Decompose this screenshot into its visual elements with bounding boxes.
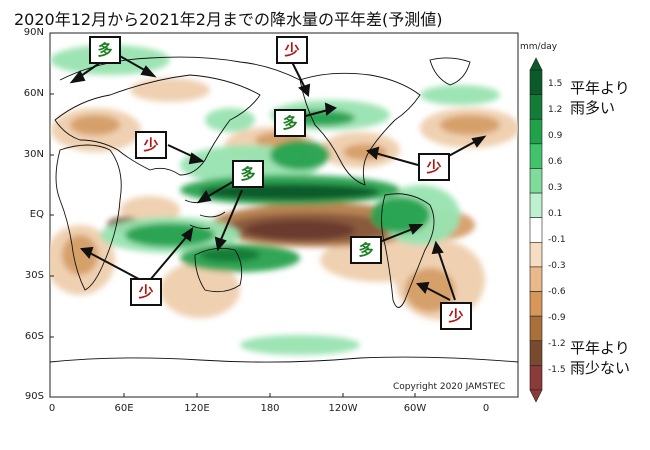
colorbar-label: -0.9 <box>548 313 566 323</box>
colorbar-segment <box>529 365 543 391</box>
colorbar-label: -1.5 <box>548 365 566 375</box>
wet-marker-south-america: 多 <box>350 236 382 264</box>
copyright-text: Copyright 2020 JAMSTEC <box>393 382 506 392</box>
lat-label-90n: 90N <box>23 27 44 38</box>
dry-marker-indian-ocean: 少 <box>130 278 162 306</box>
colorbar-label: 0.6 <box>548 157 563 167</box>
coastlines <box>50 56 518 363</box>
colorbar-segment <box>529 291 543 317</box>
colorbar-unit: mm/day <box>520 42 558 52</box>
lat-label-90s: 90S <box>24 391 44 402</box>
colorbar-segment <box>529 315 543 342</box>
colorbar-label: -1.2 <box>548 339 566 349</box>
colorbar-label: 1.2 <box>548 105 563 115</box>
axis-ticks <box>50 93 416 397</box>
dry-marker-bering: 少 <box>276 36 308 64</box>
colorbar <box>529 57 543 403</box>
legend-dry-text: 平年より雨少ない <box>570 339 631 377</box>
page-title: 2020年12月から2021年2月までの降水量の平年差(予測値) <box>14 10 443 29</box>
lon-label-120w: 120W <box>328 403 358 414</box>
dry-marker-north-america: 少 <box>418 153 450 181</box>
lat-label-60s: 60S <box>24 331 44 342</box>
colorbar-segment <box>529 266 543 292</box>
colorbar-segment <box>529 192 543 218</box>
wet-marker-north-pacific: 多 <box>274 109 306 137</box>
dry-marker-east-asia: 少 <box>135 131 167 159</box>
colorbar-label: -0.1 <box>548 235 566 245</box>
colorbar-segment <box>529 69 543 95</box>
colorbar-segment <box>529 168 543 194</box>
colorbar-segment <box>529 94 543 120</box>
lat-label-30n: 30N <box>23 149 44 160</box>
colorbar-segment <box>529 340 543 366</box>
lon-label-0: 0 <box>48 403 56 414</box>
colorbar-label: 1.5 <box>548 79 563 89</box>
lon-label-60e: 60E <box>114 403 134 414</box>
lat-label-30s: 30S <box>24 270 44 281</box>
lon-label-120e: 120E <box>184 403 210 414</box>
colorbar-label: -0.3 <box>548 261 566 271</box>
colorbar-segment <box>529 143 543 169</box>
lon-label-0-right: 0 <box>482 403 490 414</box>
colorbar-label: 0.9 <box>548 131 563 141</box>
colorbar-label: 0.3 <box>548 183 563 193</box>
colorbar-label: 0.1 <box>548 209 563 219</box>
lon-label-180: 180 <box>260 403 280 414</box>
colorbar-segment <box>529 217 543 243</box>
colorbar-segment <box>529 242 543 268</box>
lon-label-60w: 60W <box>403 403 427 414</box>
colorbar-segment <box>529 118 543 145</box>
dry-marker-south-atlantic: 少 <box>440 302 472 330</box>
colorbar-bottom-cap <box>529 389 543 403</box>
lat-label-eq: EQ <box>29 209 44 220</box>
legend-wet-text: 平年より雨多い <box>570 79 630 117</box>
wet-marker-western-pacific: 多 <box>232 160 264 188</box>
annotation-arrows <box>69 54 487 301</box>
wet-marker-north-eurasia: 多 <box>89 36 121 64</box>
lat-label-60n: 60N <box>23 88 44 99</box>
colorbar-top-cap <box>529 57 543 71</box>
colorbar-label: -0.6 <box>548 287 566 297</box>
